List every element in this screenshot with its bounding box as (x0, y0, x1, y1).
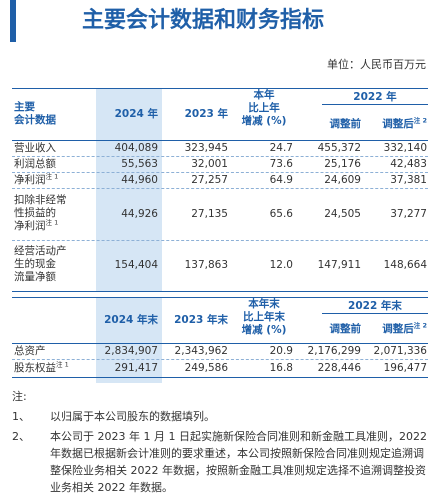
row-label: 利润总额 (14, 158, 56, 170)
table2-bottom-rule (12, 377, 428, 378)
row-label: 扣除非经常 性损益的 净利润注 1 (14, 194, 67, 232)
table2-2022-span-rule (322, 313, 428, 314)
cell-change: 64.9 (269, 174, 293, 186)
highlight-2024-end-column (96, 297, 162, 383)
cell-after: 37,381 (390, 174, 427, 186)
note-ref: 注 1 (56, 360, 69, 369)
cell-change: 20.9 (269, 345, 293, 357)
row-label: 股东权益注 1 (14, 360, 69, 374)
col-2023-header: 2023 年 (184, 108, 228, 120)
note-text: 本公司于 2023 年 1 月 1 日起实施新保险合同准则和新金融工具准则，20… (50, 430, 427, 494)
cell-before: 147,911 (317, 259, 361, 271)
cell-before: 24,505 (324, 208, 361, 220)
col-change-end-header: 本年末 比上年末 增减 (%) (241, 298, 287, 336)
note-number: 2、 (12, 430, 30, 443)
cell-2023: 137,863 (184, 259, 228, 271)
note-ref: 注 1 (45, 172, 59, 181)
note-ref: 注 2 (413, 321, 427, 330)
cell-2023: 27,257 (191, 174, 228, 186)
col-after-header: 调整后注 2 (382, 116, 427, 130)
cell-change: 65.6 (269, 208, 293, 220)
cell-change: 16.8 (269, 362, 293, 374)
row-divider (12, 172, 428, 173)
col-2024-header: 2024 年 (114, 108, 158, 120)
label-header: 主要 会计数据 (14, 101, 56, 126)
col-before-header: 调整前 (329, 118, 362, 130)
cell-2023: 2,343,962 (174, 345, 228, 357)
unit-label: 单位：人民币百万元 (327, 58, 426, 71)
col-before-header: 调整前 (329, 323, 362, 335)
notes-heading: 注: (12, 390, 27, 403)
row-divider (12, 156, 428, 157)
cell-after: 37,277 (390, 208, 427, 220)
cell-change: 12.0 (269, 259, 293, 271)
cell-before: 25,176 (324, 158, 361, 170)
highlight-2024-column (96, 88, 162, 291)
note-text: 以归属于本公司股东的数据填列。 (50, 410, 215, 423)
title-accent-bar (10, 0, 16, 42)
note-ref: 注 1 (45, 218, 59, 227)
cell-2024: 2,834,907 (104, 345, 158, 357)
cell-before: 24,609 (324, 174, 361, 186)
cell-after: 42,483 (390, 158, 427, 170)
cell-2024: 291,417 (114, 362, 158, 374)
cell-before: 455,372 (317, 142, 361, 154)
col-2022-end-group-header: 2022 年末 (348, 300, 402, 312)
cell-change: 73.6 (269, 158, 293, 170)
page-title: 主要会计数据和财务指标 (82, 8, 325, 33)
note-ref: 注 2 (413, 116, 427, 125)
table1-bottom-rule (12, 291, 428, 292)
cell-after: 196,477 (383, 362, 427, 374)
row-label: 总资产 (14, 345, 46, 357)
row-label: 营业收入 (14, 142, 56, 154)
cell-before: 2,176,299 (307, 345, 361, 357)
cell-2024: 44,960 (121, 174, 158, 186)
cell-after: 2,071,336 (373, 345, 427, 357)
row-divider (12, 359, 428, 360)
col-change-header: 本年 比上年 增减 (%) (241, 89, 287, 127)
row-label: 净利润注 1 (14, 172, 59, 186)
col-2022-group-header: 2022 年 (353, 91, 397, 103)
col-2024-end-header: 2024 年末 (104, 314, 158, 326)
row-divider (12, 188, 428, 189)
table2-top-rule (12, 297, 428, 298)
cell-2023: 32,001 (191, 158, 228, 170)
cell-after: 148,664 (383, 259, 427, 271)
cell-2024: 44,926 (121, 208, 158, 220)
row-divider (12, 240, 428, 241)
cell-2023: 27,135 (191, 208, 228, 220)
cell-change: 24.7 (269, 142, 293, 154)
table1-2022-span-rule (322, 104, 428, 105)
cell-after: 332,140 (383, 142, 427, 154)
col-after-header: 调整后注 2 (382, 321, 427, 335)
cell-2023: 323,945 (184, 142, 228, 154)
table1-header-rule (12, 140, 428, 141)
row-label: 经营活动产 生的现金 流量净额 (14, 245, 67, 283)
cell-2024: 55,563 (121, 158, 158, 170)
cell-2023: 249,586 (184, 362, 228, 374)
col-2023-end-header: 2023 年末 (174, 314, 228, 326)
note-number: 1、 (12, 410, 30, 423)
table2-header-rule (12, 343, 428, 344)
cell-before: 228,446 (317, 362, 361, 374)
cell-2024: 404,089 (114, 142, 158, 154)
table1-top-rule (12, 88, 428, 89)
cell-2024: 154,404 (114, 259, 158, 271)
